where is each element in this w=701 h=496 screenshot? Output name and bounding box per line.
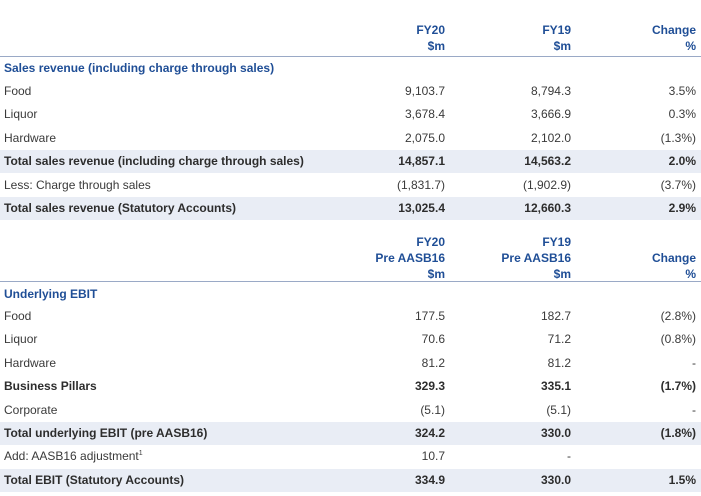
change-value: 0.3% (668, 107, 696, 122)
row-label: Total EBIT (Statutory Accounts) (4, 473, 184, 487)
fy20-value: 14,857.1 (398, 154, 445, 169)
total-row: Total underlying EBIT (pre AASB16) 324.2 3… (0, 422, 701, 445)
row-label: Total underlying EBIT (pre AASB16) (4, 426, 207, 440)
table1-header-change: Change % (651, 23, 696, 53)
row-label: Total sales revenue (including charge th… (4, 154, 304, 168)
row-label: Add: AASB16 adjustment1 (4, 449, 143, 463)
fy20-value: 2,075.0 (404, 130, 445, 145)
row-label-text: Total EBIT (Statutory Accounts) (4, 472, 184, 487)
table1-header-rule (0, 56, 701, 57)
change-value: (3.7%) (660, 177, 696, 192)
total-row: Total sales revenue (Statutory Accounts)… (0, 197, 701, 220)
table-row: Food 177.5 182.7 (2.8%) (0, 305, 701, 328)
row-label-text: Liquor (4, 107, 38, 122)
fy20-value: 177.5 (414, 309, 445, 323)
fy19-value: 3,666.9 (530, 107, 571, 122)
change-value: (1.8%) (660, 426, 696, 440)
table-row: Food 9,103.7 8,794.3 3.5% (0, 80, 701, 103)
row-label: Liquor (4, 332, 37, 346)
change-value: (0.8%) (660, 332, 696, 347)
row-label: Business Pillars (4, 379, 97, 393)
fy19-value: - (567, 449, 571, 464)
table2-section-title: Underlying EBIT (4, 287, 98, 301)
total-row: Total sales revenue (including charge th… (0, 150, 701, 174)
table1-header: FY20 $m FY19 $m Change % (0, 0, 701, 56)
row-label: Total sales revenue (Statutory Accounts) (4, 201, 236, 215)
row-label-text: Hardware (4, 130, 57, 145)
table2-header-fy19: FY19 Pre AASB16 $m (501, 235, 571, 281)
table-row: Business Pillars 329.3 335.1 (1.7%) (0, 375, 701, 398)
fy19-value: 12,660.3 (524, 201, 571, 215)
fy19-value: 14,563.2 (524, 154, 571, 169)
table2-header: FY20 Pre AASB16 $m FY19 Pre AASB16 $m Ch… (0, 228, 701, 281)
change-value: 1.5% (668, 472, 696, 487)
footnote-marker: 1 (138, 450, 143, 458)
fy20-value: 70.6 (421, 332, 445, 347)
table-row: Liquor 3,678.4 3,666.9 0.3% (0, 103, 701, 126)
row-label: Corporate (4, 403, 57, 417)
row-label: Food (4, 84, 31, 98)
fy19-value: 71.2 (547, 332, 571, 347)
row-label: Hardware (4, 356, 56, 370)
fy20-value: 81.2 (421, 355, 445, 370)
row-label-text: Food (4, 84, 32, 98)
row-label-text: Business Pillars (4, 379, 97, 394)
table1-header-fy20: FY20 $m (416, 23, 445, 53)
fy20-value: 13,025.4 (398, 201, 445, 215)
table-row: Corporate (5.1) (5.1) - (0, 399, 701, 422)
table1-section-title: Sales revenue (including charge through … (4, 61, 275, 75)
table-row: Hardware 2,075.0 2,102.0 (1.3%) (0, 127, 701, 150)
fy20-value: (1,831.7) (396, 177, 445, 192)
row-label-text: Less: Charge through sales (4, 177, 151, 192)
fy20-value: 9,103.7 (404, 84, 445, 98)
row-label-text: Total underlying EBIT (pre AASB16) (4, 426, 208, 440)
change-value: 2.0% (668, 154, 696, 169)
table-row: Add: AASB16 adjustment1 10.7 - (0, 445, 701, 468)
fy20-value: 334.9 (414, 472, 445, 487)
fy19-value: (1,902.9) (522, 177, 571, 192)
change-value: 3.5% (668, 84, 696, 98)
row-label-text: Food (4, 309, 32, 323)
fy19-value: 335.1 (540, 379, 571, 394)
fy19-value: 330.0 (540, 472, 571, 487)
fy19-value: 8,794.3 (530, 84, 571, 98)
row-label: Food (4, 309, 31, 323)
fy19-value: 81.2 (547, 355, 571, 370)
row-label: Less: Charge through sales (4, 178, 151, 192)
row-label-text: Total sales revenue (Statutory Accounts) (4, 201, 237, 215)
table2-header-rule (0, 281, 701, 282)
row-label-text: Liquor (4, 332, 38, 347)
table-row: Liquor 70.6 71.2 (0.8%) (0, 328, 701, 351)
row-label: Hardware (4, 131, 56, 145)
change-value: - (692, 355, 696, 370)
fy19-value: 2,102.0 (530, 130, 571, 145)
table2-header-change: Change % (651, 251, 696, 281)
table1-header-fy19: FY19 $m (542, 23, 571, 53)
change-value: - (692, 402, 696, 417)
fy20-value: (5.1) (420, 402, 445, 417)
fy19-value: (5.1) (546, 402, 571, 417)
change-value: (1.3%) (660, 130, 696, 145)
fy20-value: 324.2 (414, 426, 445, 440)
change-value: (2.8%) (660, 309, 696, 323)
change-value: (1.7%) (660, 379, 696, 394)
row-label-text: Hardware (4, 355, 57, 370)
row-label-text: Total sales revenue (including charge th… (4, 154, 304, 169)
fy19-value: 330.0 (540, 426, 571, 440)
fy19-value: 182.7 (540, 309, 571, 323)
row-label-text: Add: AASB16 adjustment (4, 449, 139, 464)
fy20-value: 3,678.4 (404, 107, 445, 122)
table-row: Less: Charge through sales (1,831.7) (1,90… (0, 174, 701, 197)
change-value: 2.9% (668, 201, 696, 215)
row-label: Liquor (4, 107, 37, 121)
fy20-value: 10.7 (421, 449, 445, 464)
total-row: Total EBIT (Statutory Accounts) 334.9 330.… (0, 468, 701, 492)
table-row: Hardware 81.2 81.2 - (0, 352, 701, 375)
table2-header-fy20: FY20 Pre AASB16 $m (375, 235, 445, 281)
row-label-text: Corporate (4, 402, 58, 417)
fy20-value: 329.3 (414, 379, 445, 394)
